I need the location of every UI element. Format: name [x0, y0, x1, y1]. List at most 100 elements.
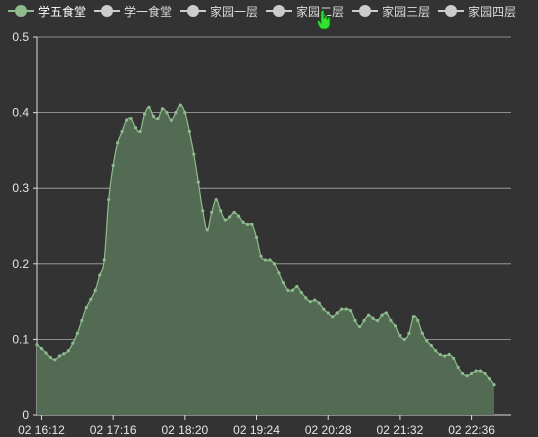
- data-point[interactable]: [116, 141, 120, 145]
- data-point[interactable]: [156, 117, 160, 121]
- data-point[interactable]: [411, 315, 415, 319]
- data-point[interactable]: [160, 107, 165, 111]
- data-point[interactable]: [219, 209, 223, 213]
- data-point[interactable]: [196, 180, 200, 184]
- data-point[interactable]: [366, 313, 371, 317]
- data-point[interactable]: [313, 298, 317, 302]
- data-point[interactable]: [402, 337, 406, 341]
- data-point[interactable]: [281, 281, 286, 285]
- data-point[interactable]: [277, 271, 281, 275]
- data-point[interactable]: [133, 126, 138, 130]
- data-point[interactable]: [272, 262, 277, 266]
- legend-item-4[interactable]: 家园三层: [352, 3, 436, 20]
- data-point[interactable]: [241, 220, 245, 224]
- data-point[interactable]: [187, 129, 191, 134]
- data-point[interactable]: [232, 210, 236, 214]
- data-point[interactable]: [165, 111, 169, 115]
- data-point[interactable]: [169, 118, 174, 122]
- data-point[interactable]: [263, 258, 268, 262]
- data-point[interactable]: [304, 296, 308, 300]
- data-point[interactable]: [425, 339, 429, 343]
- data-point[interactable]: [35, 343, 39, 347]
- legend-item-5[interactable]: 家园四层: [438, 3, 522, 20]
- data-point[interactable]: [48, 355, 53, 360]
- data-point[interactable]: [75, 331, 79, 335]
- data-point[interactable]: [407, 331, 411, 335]
- data-point[interactable]: [147, 105, 151, 109]
- data-point[interactable]: [326, 311, 330, 315]
- legend-item-2[interactable]: 家园一层: [180, 3, 264, 20]
- data-point[interactable]: [452, 356, 456, 360]
- data-point[interactable]: [322, 307, 326, 311]
- data-point[interactable]: [429, 343, 433, 348]
- data-point[interactable]: [66, 349, 70, 353]
- data-point[interactable]: [317, 301, 321, 305]
- data-point[interactable]: [151, 114, 156, 118]
- data-point[interactable]: [290, 288, 294, 292]
- data-point[interactable]: [331, 315, 335, 319]
- data-point[interactable]: [84, 306, 88, 310]
- data-point[interactable]: [487, 377, 492, 381]
- data-point[interactable]: [138, 129, 142, 134]
- data-point[interactable]: [461, 371, 465, 376]
- data-point[interactable]: [80, 318, 84, 323]
- data-point[interactable]: [268, 258, 272, 262]
- data-point[interactable]: [178, 103, 182, 107]
- data-point[interactable]: [299, 290, 303, 295]
- data-point[interactable]: [71, 341, 75, 345]
- data-point[interactable]: [335, 311, 339, 315]
- data-point[interactable]: [357, 324, 362, 329]
- data-point[interactable]: [349, 309, 353, 313]
- legend-item-3[interactable]: 家园二层: [266, 3, 350, 20]
- legend-item-1[interactable]: 学一食堂: [94, 3, 178, 20]
- data-point[interactable]: [398, 334, 402, 338]
- data-point[interactable]: [107, 197, 111, 202]
- data-point[interactable]: [416, 318, 420, 323]
- data-point[interactable]: [254, 235, 259, 239]
- data-point[interactable]: [250, 222, 254, 227]
- data-point[interactable]: [89, 297, 93, 301]
- data-point[interactable]: [93, 288, 97, 292]
- data-point[interactable]: [308, 300, 312, 304]
- data-point[interactable]: [214, 197, 218, 202]
- data-point[interactable]: [438, 352, 442, 357]
- data-point[interactable]: [39, 346, 44, 351]
- data-point[interactable]: [53, 358, 57, 362]
- data-point[interactable]: [420, 331, 424, 335]
- data-point[interactable]: [375, 318, 380, 323]
- data-point[interactable]: [111, 163, 115, 168]
- data-point[interactable]: [362, 318, 366, 323]
- data-point[interactable]: [62, 352, 66, 356]
- data-point[interactable]: [344, 307, 348, 311]
- data-point[interactable]: [469, 371, 474, 376]
- data-point[interactable]: [393, 324, 398, 328]
- data-point[interactable]: [478, 369, 483, 373]
- data-point[interactable]: [142, 112, 147, 116]
- data-point[interactable]: [120, 129, 124, 134]
- data-point[interactable]: [237, 214, 241, 218]
- data-point[interactable]: [295, 284, 299, 289]
- data-point[interactable]: [201, 209, 205, 213]
- data-point[interactable]: [228, 215, 232, 219]
- data-point[interactable]: [434, 349, 438, 353]
- data-point[interactable]: [223, 218, 227, 222]
- data-point[interactable]: [98, 273, 102, 277]
- data-point[interactable]: [174, 111, 178, 115]
- data-point[interactable]: [371, 316, 375, 320]
- data-point[interactable]: [44, 351, 48, 355]
- data-point[interactable]: [245, 222, 250, 227]
- data-point[interactable]: [465, 374, 469, 378]
- data-point[interactable]: [129, 117, 133, 121]
- data-point[interactable]: [492, 383, 496, 387]
- data-point[interactable]: [102, 258, 106, 262]
- data-point[interactable]: [57, 354, 62, 358]
- data-point[interactable]: [456, 365, 460, 369]
- data-point[interactable]: [205, 228, 209, 232]
- data-point[interactable]: [286, 288, 290, 292]
- data-point[interactable]: [125, 118, 129, 122]
- data-point[interactable]: [353, 318, 357, 323]
- data-point[interactable]: [192, 152, 196, 156]
- data-point[interactable]: [210, 210, 214, 214]
- data-point[interactable]: [340, 307, 344, 311]
- data-point[interactable]: [389, 318, 393, 323]
